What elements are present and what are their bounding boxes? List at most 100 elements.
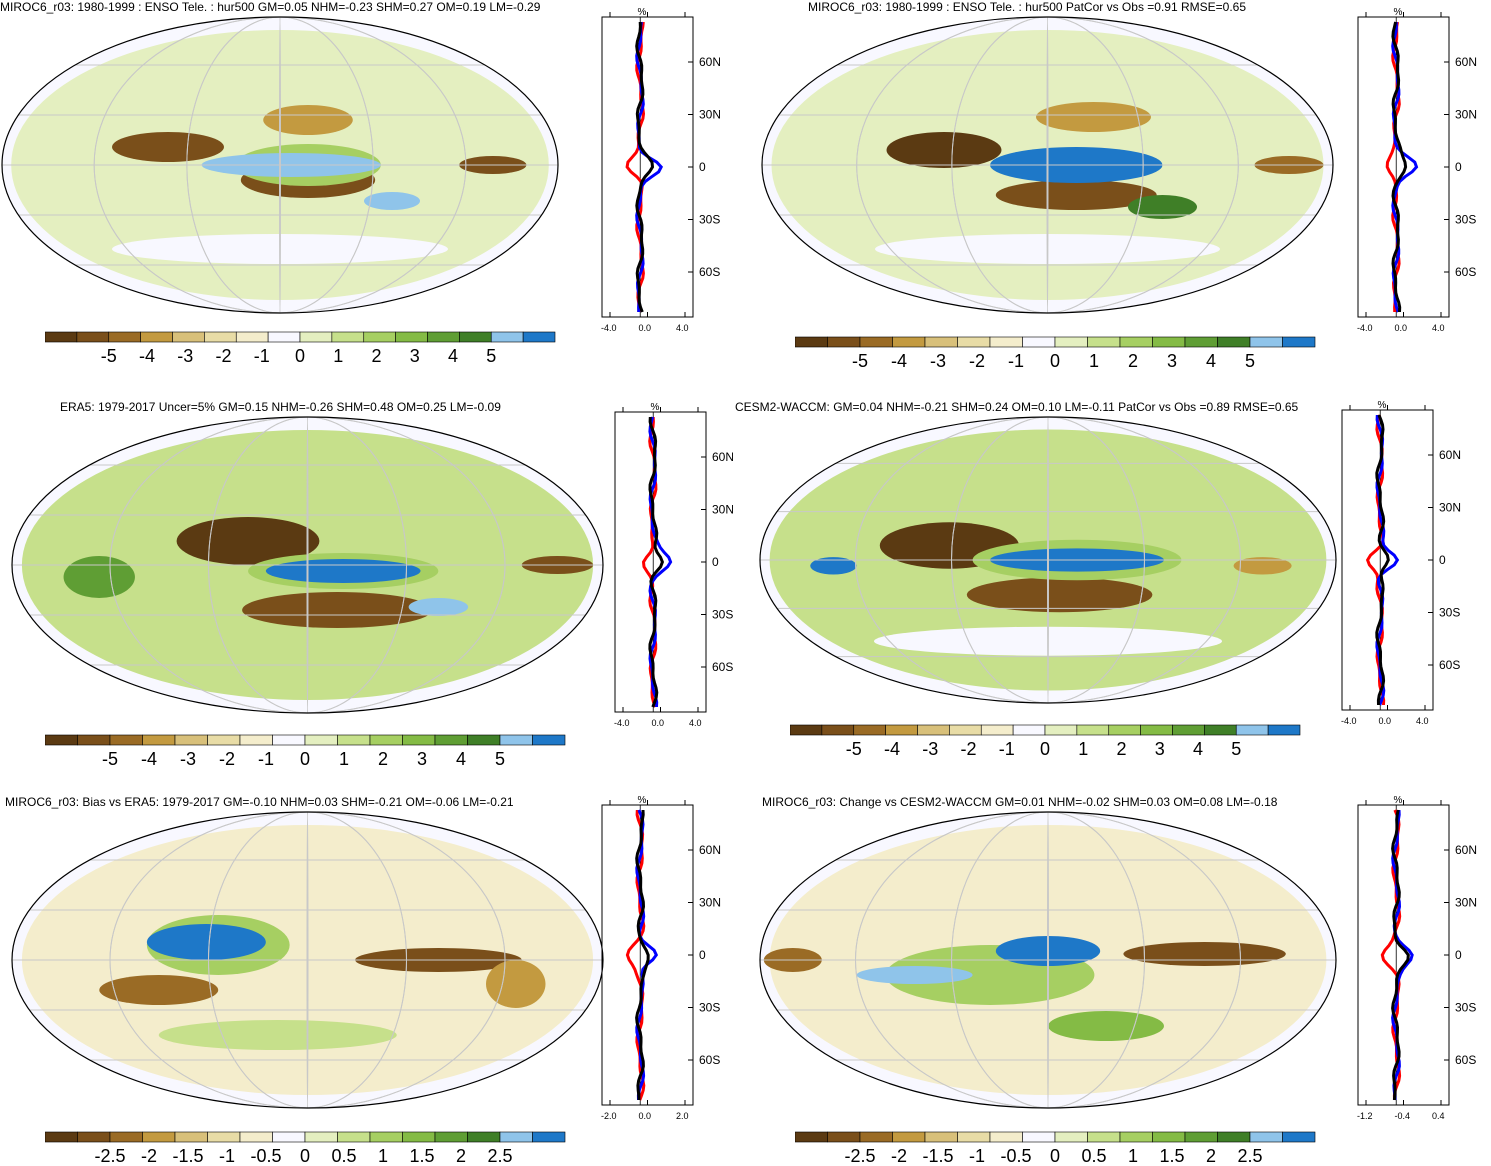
colorbar-swatch <box>1152 336 1186 348</box>
colorbar-tick-label: -4 <box>141 749 157 769</box>
colorbar-swatch <box>853 724 886 736</box>
map-panel-1 <box>1 16 559 314</box>
map-longitude-gridline <box>855 417 1241 703</box>
colorbar-tick-label: -2 <box>219 749 235 769</box>
colorbar-tick-label: -1 <box>969 1146 985 1166</box>
colorbar-swatch <box>1119 336 1153 348</box>
colorbar-tick-label: -1 <box>254 346 270 366</box>
latitude-tick-label: 60N <box>1455 843 1477 857</box>
latitude-tick-label: 0 <box>699 948 706 962</box>
colorbar-tick-label: 0 <box>300 749 310 769</box>
profile-x-tick-label: 2.0 <box>676 1111 689 1121</box>
map-longitude-gridline <box>951 812 1145 1108</box>
colorbar-swatch <box>1282 336 1316 348</box>
map-anomaly-region <box>99 975 219 1005</box>
colorbar-swatch <box>267 331 301 343</box>
profile-x-tick-label: -0.4 <box>1395 1111 1411 1121</box>
panel-6-title: MIROC6_r03: Change vs CESM2-WACCM GM=0.0… <box>762 795 1278 809</box>
latitude-tick-label: 60N <box>1439 448 1461 462</box>
colorbar-swatch <box>989 1131 1023 1143</box>
colorbar-tick-label: 1 <box>1089 351 1099 371</box>
colorbar-tick-label: 3 <box>417 749 427 769</box>
colorbar-swatch <box>207 734 241 746</box>
colorbar-swatch <box>299 331 333 343</box>
colorbar-swatch <box>109 734 143 746</box>
latitude-tick-label: 0 <box>1455 160 1462 174</box>
colorbar-swatch <box>1022 1131 1056 1143</box>
zonal-profile-panel-4: % 60N 30N 0 30S 60S -4.0 0.0 4.0 <box>1341 400 1461 726</box>
colorbar-swatch <box>885 724 918 736</box>
latitude-tick-label: 60N <box>1455 55 1477 69</box>
colorbar-swatch <box>172 331 205 343</box>
map-longitude-gridline <box>856 17 1239 313</box>
colorbar-swatch <box>369 1131 403 1143</box>
colorbar-tick-label: -3 <box>180 749 196 769</box>
map-longitude-gridline <box>855 812 1241 1108</box>
colorbar-tick-label: 2 <box>1128 351 1138 371</box>
map-longitude-gridline <box>93 17 467 313</box>
map-panel-6 <box>759 811 1337 1109</box>
latitude-tick-label: 30N <box>699 108 720 122</box>
latitude-tick-label: 60S <box>699 265 720 279</box>
profile-unit-label: % <box>638 795 647 806</box>
map-anomaly-region <box>966 577 1153 613</box>
panel-4-title: CESM2-WACCM: GM=0.04 NHM=-0.21 SHM=0.24 … <box>735 400 1299 414</box>
map-longitude-gridline <box>1047 812 1049 1108</box>
latitude-tick-label: 60S <box>1439 658 1460 672</box>
latitude-tick-label: 60S <box>712 660 733 674</box>
latitude-tick-label: 60N <box>699 55 720 69</box>
map-anomaly-region <box>176 517 320 565</box>
colorbar-panel-3: -5 -4 -3 -2 -1 0 1 2 3 4 5 <box>45 734 566 769</box>
colorbar-swatch <box>949 724 982 736</box>
profile-line-black <box>635 21 655 313</box>
colorbar-tick-label: 2 <box>456 1146 466 1166</box>
colorbar-swatch <box>1087 1131 1121 1143</box>
latitude-tick-label: 30S <box>699 213 720 227</box>
latitude-tick-label: 30N <box>699 896 721 910</box>
colorbar-swatch <box>272 734 306 746</box>
map-panel-5 <box>11 811 604 1109</box>
colorbar-swatch <box>1022 336 1056 348</box>
map-longitude-gridline <box>306 417 309 713</box>
map-longitude-gridline <box>208 417 407 713</box>
profile-x-tick-label: -4.0 <box>1341 716 1357 726</box>
colorbar-swatch <box>1217 336 1251 348</box>
colorbar-tick-label: -2 <box>960 739 976 759</box>
colorbar-tick-label: 0 <box>1040 739 1050 759</box>
profile-x-tick-label: 4.0 <box>676 323 689 333</box>
colorbar-tick-label: -0.5 <box>1000 1146 1031 1166</box>
profile-x-tick-label: -1.2 <box>1357 1111 1373 1121</box>
profile-x-tick-label: 4.0 <box>1416 716 1429 726</box>
map-anomaly-region <box>1123 942 1286 966</box>
map-longitude-gridline <box>306 812 309 1108</box>
colorbar-swatch <box>1044 724 1078 736</box>
map-longitude-gridline <box>109 812 506 1108</box>
colorbar-swatch <box>45 1131 78 1143</box>
latitude-tick-label: 60S <box>1455 1053 1476 1067</box>
profile-line-black <box>1375 414 1390 706</box>
map-anomaly-region <box>242 592 433 628</box>
colorbar-swatch <box>827 336 861 348</box>
colorbar-tick-label: 1 <box>1128 1146 1138 1166</box>
zonal-profile-panel-3: % 60N 30N 0 30S 60S -4.0 0.0 4.0 <box>614 402 733 728</box>
map-outline <box>1 16 559 314</box>
colorbar-swatch <box>827 1131 861 1143</box>
colorbar-tick-label: -2 <box>891 1146 907 1166</box>
colorbar-swatch <box>1172 724 1205 736</box>
profile-x-tick-label: 0.4 <box>1432 1111 1445 1121</box>
map-anomaly-region <box>1128 195 1197 219</box>
map-panel-2 <box>761 16 1334 314</box>
latitude-tick-label: 60S <box>1455 265 1476 279</box>
profile-x-tick-label: -4.0 <box>614 718 630 728</box>
colorbar-tick-label: 2.5 <box>487 1146 512 1166</box>
colorbar-tick-label: 0 <box>300 1146 310 1166</box>
colorbar-swatch <box>1119 1131 1153 1143</box>
colorbar-swatch <box>109 1131 143 1143</box>
colorbar-panel-6: -2.5 -2 -1.5 -1 -0.5 0 0.5 1 1.5 2 2.5 <box>795 1131 1316 1166</box>
colorbar-panel-5: -2.5 -2 -1.5 -1 -0.5 0 0.5 1 1.5 2 2.5 <box>45 1131 566 1166</box>
colorbar-swatch <box>142 1131 176 1143</box>
colorbar-swatch <box>821 724 855 736</box>
colorbar-swatch <box>207 1131 241 1143</box>
colorbar-tick-label: 0 <box>1050 351 1060 371</box>
colorbar-swatch <box>532 734 566 746</box>
